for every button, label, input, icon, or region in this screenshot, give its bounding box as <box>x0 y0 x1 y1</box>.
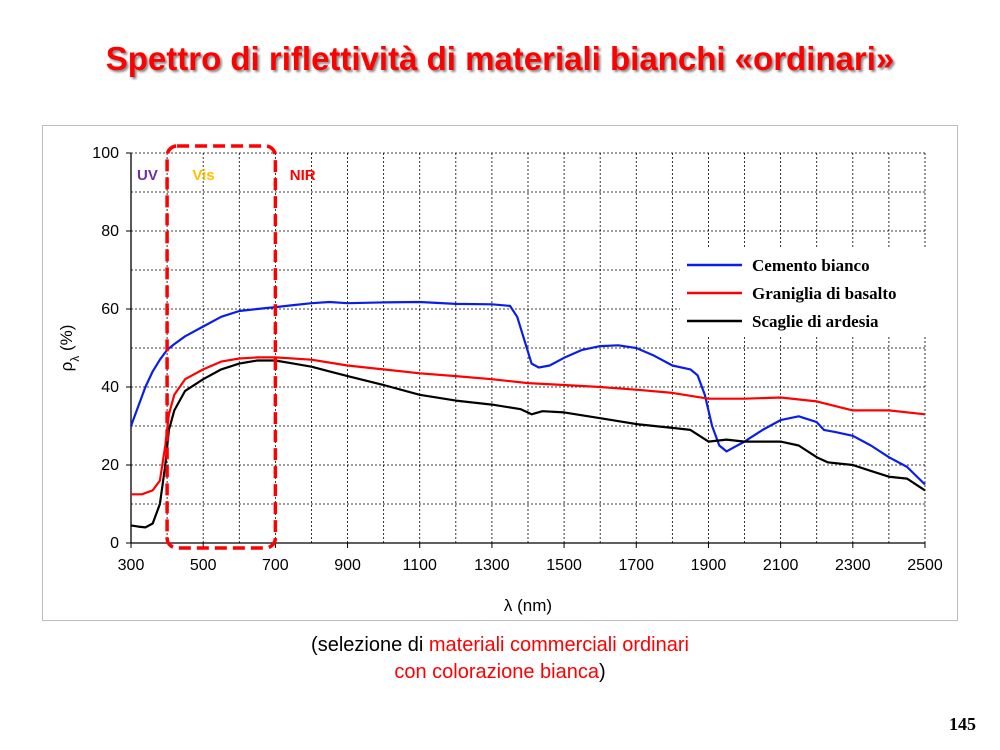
caption-suffix: ) <box>598 661 606 683</box>
region-label-nir: NIR <box>290 167 316 184</box>
y-tick-label: 20 <box>101 457 119 474</box>
region-labels: UV Vis NIR <box>137 167 316 184</box>
reflectance-chart: 300 500 700 900 1100 1300 1500 1700 1900 2100 2300… <box>57 144 943 615</box>
page-number: 145 <box>949 714 976 734</box>
y-tick-label: 0 <box>110 535 119 552</box>
caption-line-1: (selezione di materiali commerciali ordi… <box>0 632 1000 659</box>
region-label-vis: Vis <box>192 167 214 184</box>
y-tick-label: 40 <box>101 379 119 396</box>
region-label-uv: UV <box>137 167 158 184</box>
x-tick-label: 1100 <box>403 557 438 574</box>
x-tick-label: 2300 <box>835 557 871 574</box>
caption-highlight-2: con colorazione bianca <box>394 661 599 683</box>
x-tick-label: 300 <box>118 557 145 574</box>
x-tick-label: 1300 <box>474 557 510 574</box>
slide-caption: (selezione di materiali commerciali ordi… <box>0 632 1000 686</box>
legend-label: Scaglie di ardesia <box>752 312 879 331</box>
y-axis-label-unit: (%) <box>57 325 76 356</box>
caption-prefix: (selezione di <box>311 634 429 656</box>
x-tick-label: 500 <box>190 557 217 574</box>
x-tick-label: 1500 <box>546 557 582 574</box>
series-line-2 <box>131 356 926 496</box>
x-tick-label: 900 <box>334 557 361 574</box>
y-tick-label: 80 <box>101 223 119 240</box>
x-tick-label: 2100 <box>763 557 799 574</box>
x-tick-label: 700 <box>262 557 289 574</box>
y-tick-label: 100 <box>92 145 119 162</box>
caption-highlight-1: materiali commerciali ordinari <box>428 634 689 656</box>
legend: Cemento bianco Graniglia di basalto Scagli… <box>680 249 942 335</box>
x-tick-label: 1700 <box>618 557 654 574</box>
series-layer <box>129 300 926 529</box>
legend-label: Graniglia di basalto <box>752 284 897 303</box>
y-tick-label: 60 <box>101 301 119 318</box>
tick-labels: 300 500 700 900 1100 1300 1500 1700 1900 2100 2300… <box>92 145 943 574</box>
x-axis-label: λ (nm) <box>504 596 552 615</box>
x-tick-label: 2500 <box>907 557 943 574</box>
axis-layer <box>130 153 925 544</box>
y-axis-label: ρλ (%) <box>57 325 82 372</box>
visible-range-highlight-box <box>165 144 278 550</box>
y-axis-label-symbol: ρ <box>57 362 76 372</box>
legend-label: Cemento bianco <box>752 256 870 275</box>
series-line-1 <box>129 300 926 486</box>
series-line-3 <box>130 359 926 529</box>
x-tick-label: 1900 <box>691 557 727 574</box>
grid-layer <box>126 152 926 548</box>
slide-title: Spettro di riflettività di materiali bia… <box>105 40 895 77</box>
y-axis-label-subscript: λ <box>68 356 82 362</box>
caption-line-2: con colorazione bianca) <box>0 659 1000 686</box>
